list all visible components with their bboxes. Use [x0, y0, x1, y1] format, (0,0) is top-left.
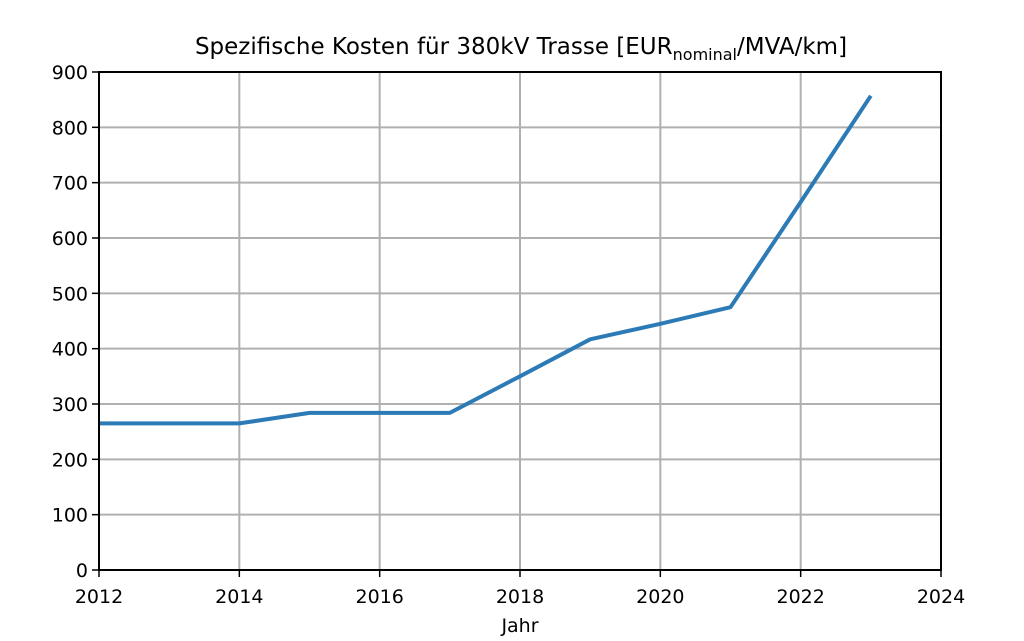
x-axis-label: Jahr [500, 615, 538, 637]
chart-title: Spezifische Kosten für 380kV Trasse [EUR… [195, 34, 847, 64]
x-tick-label: 2014 [215, 586, 263, 608]
series-line [99, 94, 873, 426]
y-tick-label: 700 [52, 173, 88, 195]
y-tick-label: 800 [52, 117, 88, 139]
chart-title-subscript: nominal [673, 45, 737, 64]
y-tick-label: 600 [52, 228, 88, 250]
y-axis: 0 100 200 300 400 500 600 700 800 900 [52, 62, 99, 582]
x-tick-label: 2022 [776, 586, 824, 608]
y-tick-label: 500 [52, 283, 88, 305]
x-tick-label: 2024 [917, 586, 965, 608]
x-tick-label: 2020 [636, 586, 684, 608]
grid [98, 71, 942, 571]
x-tick-label: 2016 [355, 586, 403, 608]
x-tick-label: 2012 [75, 586, 123, 608]
y-tick-label: 0 [76, 560, 88, 582]
x-tick-label: 2018 [496, 586, 544, 608]
y-tick-label: 200 [52, 449, 88, 471]
y-tick-label: 300 [52, 394, 88, 416]
x-axis: 2012 2014 2016 2018 2020 2022 2024 [75, 570, 965, 608]
series-layer [99, 94, 873, 426]
chart-title-main: Spezifische Kosten für 380kV Trasse [EUR [195, 34, 673, 60]
y-tick-label: 400 [52, 339, 88, 361]
chart-title-suffix: /MVA/km] [737, 34, 847, 60]
y-tick-label: 100 [52, 505, 88, 527]
y-tick-label: 900 [52, 62, 88, 84]
